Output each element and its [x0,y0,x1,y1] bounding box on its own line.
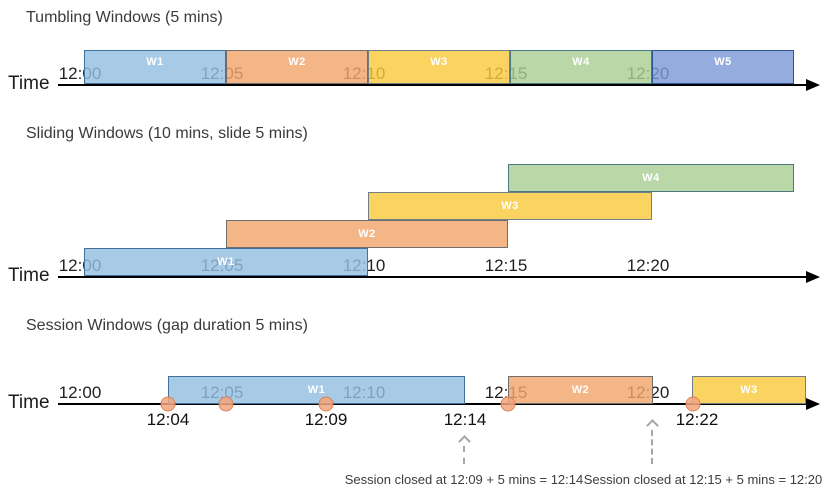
event-dot [500,396,516,412]
session-closed-arrow-icon [646,419,659,464]
window-label: W4 [572,56,590,68]
window-label: W1 [217,256,235,268]
sliding-tick: 12:15 [484,256,528,275]
tumbling-axis-arrowhead-icon [806,79,820,91]
window-label: W2 [571,384,590,396]
sliding-window-w1: W1 [84,248,368,276]
window-label: W3 [501,200,519,212]
arrow-up-head-icon [646,419,659,432]
arrow-up-head-icon [458,435,471,448]
session-time-axis-label: Time [8,392,50,413]
event-time-label: 12:14 [443,410,487,429]
sliding-window-w3: W3 [368,192,652,220]
window-label: W5 [714,56,732,68]
session-window-w2: W2 [508,376,653,404]
sliding-time-axis-label: Time [8,265,50,286]
event-dot [685,396,701,412]
window-label: W1 [307,384,326,396]
window-label: W2 [358,228,376,240]
sliding-title: Sliding Windows (10 mins, slide 5 mins) [26,125,308,142]
tumbling-window-w5: W5 [652,50,794,84]
session-axis-line [58,403,806,405]
tumbling-window-w1: W1 [84,50,226,84]
window-label: W4 [642,172,660,184]
sliding-axis-arrowhead-icon [806,271,820,283]
tumbling-time-axis-label: Time [8,73,50,94]
event-time-label: 12:04 [146,410,190,429]
window-label: W1 [146,56,164,68]
event-time-label: 12:09 [304,410,348,429]
sliding-window-w2: W2 [226,220,508,248]
tumbling-window-w4: W4 [510,50,652,84]
event-dot [318,396,334,412]
sliding-axis-line [58,276,806,278]
window-label: W3 [430,56,448,68]
sliding-tick: 12:20 [626,256,670,275]
session-axis-arrowhead-icon [806,398,820,410]
event-time-label: 12:22 [675,410,719,429]
session-tick: 12:00 [58,383,102,402]
window-label: W3 [740,384,758,396]
sliding-window-w4: W4 [508,164,794,192]
tumbling-title: Tumbling Windows (5 mins) [26,9,223,26]
session-closed-arrow-icon [458,435,471,464]
window-label: W2 [288,56,306,68]
session-closed-annotation: Session closed at 12:15 + 5 mins = 12:20 [583,472,823,487]
session-closed-annotation: Session closed at 12:09 + 5 mins = 12:14 [344,472,584,487]
event-dot [160,396,176,412]
tumbling-axis-line [58,84,806,86]
session-title: Session Windows (gap duration 5 mins) [26,317,308,334]
tumbling-window-w3: W3 [368,50,510,84]
event-dot [218,396,234,412]
tumbling-window-w2: W2 [226,50,368,84]
session-window-w1: W1 [168,376,465,404]
session-window-w3: W3 [692,376,806,404]
